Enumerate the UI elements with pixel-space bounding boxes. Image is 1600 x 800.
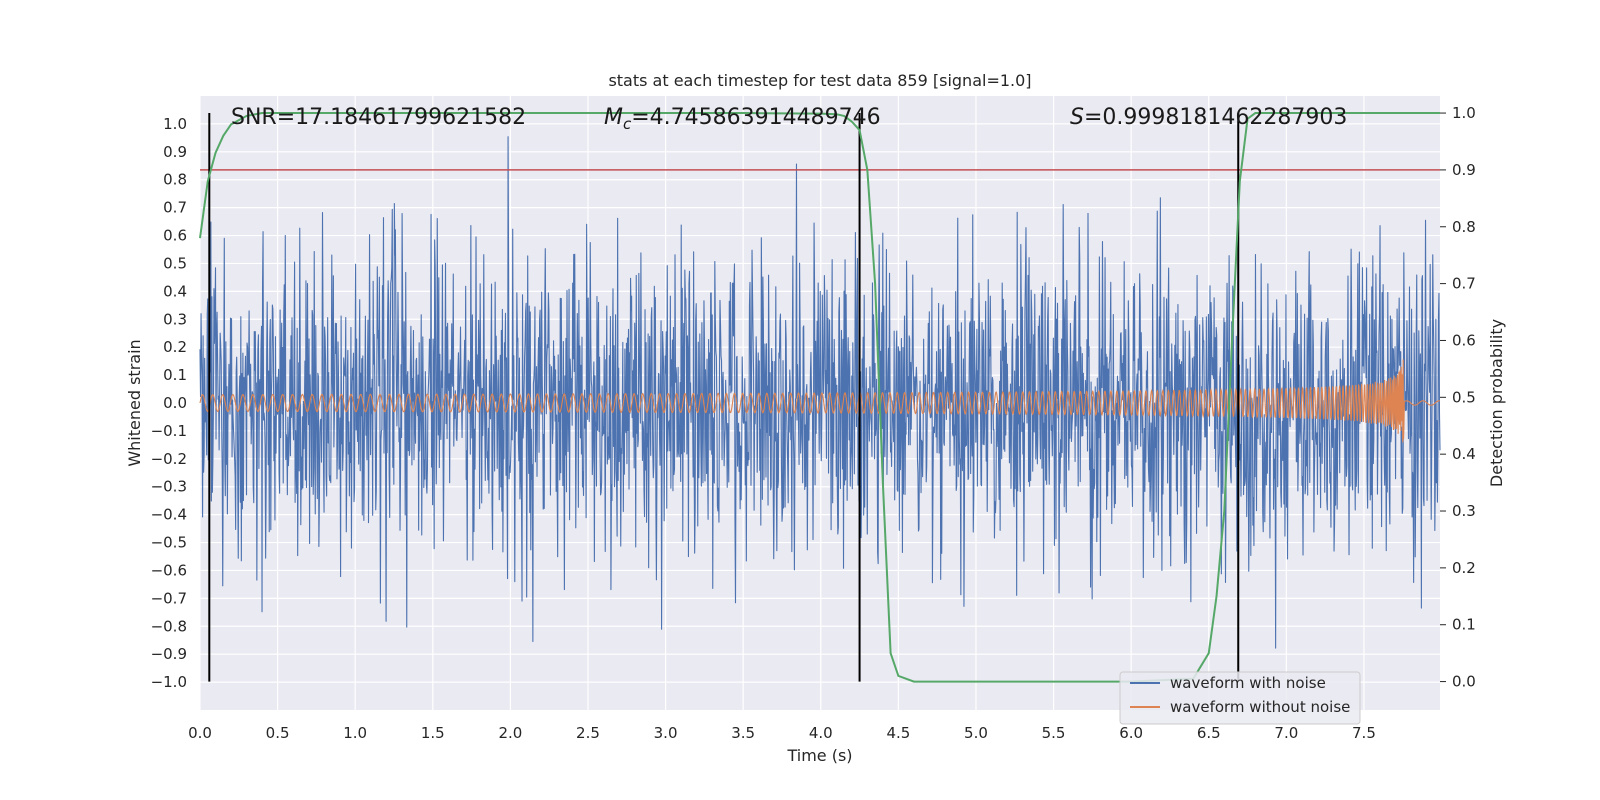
y-ticks: 1.0 0.9 0.8 0.7 0.6 0.5 0.4 0.3 0.2 0.1 0.0 −0.1 −0.…: [151, 115, 187, 691]
right-tick-label: 0.6: [1452, 331, 1476, 349]
x-tick-label: 5.5: [1042, 724, 1066, 742]
y-tick-label: 0.0: [163, 394, 187, 412]
chirp-mass-annotation: Mc=4.745863914489746: [604, 105, 881, 133]
y-tick-label: −0.4: [151, 506, 187, 524]
x-tick-label: 2.5: [576, 724, 600, 742]
score-value: =0.9998181462287903: [1084, 105, 1347, 130]
y-tick-label: −0.3: [151, 478, 187, 496]
y-tick-label: −0.7: [151, 589, 187, 607]
x-tick-label: 1.0: [343, 724, 367, 742]
overlay: [199, 112, 1440, 683]
y-tick-label: −0.6: [151, 561, 187, 579]
y-tick-label: −1.0: [151, 673, 187, 691]
x-axis-label: Time (s): [786, 746, 852, 765]
legend-box: [1119, 671, 1361, 725]
y-tick-label: −0.2: [151, 450, 187, 468]
snr-annotation: SNR=17.18461799621582: [231, 105, 526, 130]
y-tick-label: 1.0: [163, 115, 187, 133]
y-tick-label: 0.5: [163, 254, 187, 272]
clean-waveform-line: [199, 359, 1441, 443]
chirp-mass-symbol: M: [604, 105, 623, 130]
y-tick-label: 0.1: [163, 366, 187, 384]
right-tick-label: 0.3: [1452, 502, 1476, 520]
legend-label-noise: waveform with noise: [1170, 674, 1326, 692]
y-tick-label: 0.9: [163, 143, 187, 161]
chirp-mass-value: =4.745863914489746: [631, 105, 880, 130]
detection-probability-line: [199, 112, 1440, 683]
right-tick-label: 0.9: [1452, 161, 1476, 179]
y-tick-label: 0.3: [163, 310, 187, 328]
right-tick-label: 0.7: [1452, 275, 1476, 293]
x-ticks: 0.0 0.5 1.0 1.5 2.0 2.5 3.0 3.5 4.0 4.5 5.0 5.5 6.0 6…: [188, 724, 1376, 742]
x-tick-label: 6.0: [1119, 724, 1143, 742]
x-tick-label: 0.5: [266, 724, 290, 742]
legend-label-clean: waveform without noise: [1170, 698, 1350, 716]
y-tick-label: 0.8: [163, 171, 187, 189]
x-tick-label: 1.5: [421, 724, 445, 742]
y-tick-label: 0.2: [163, 338, 187, 356]
right-tick-label: 0.0: [1452, 673, 1476, 691]
right-tick-label: 0.5: [1452, 388, 1476, 406]
x-tick-label: 0.0: [188, 724, 212, 742]
right-tick-label: 0.2: [1452, 559, 1476, 577]
right-tick-label: 0.8: [1452, 218, 1476, 236]
clean-series: [199, 359, 1441, 443]
x-tick-label: 4.0: [809, 724, 833, 742]
x-tick-label: 7.5: [1352, 724, 1376, 742]
x-tick-label: 6.5: [1197, 724, 1221, 742]
chart-title: stats at each timestep for test data 859…: [608, 71, 1031, 90]
y-tick-label: −0.8: [151, 617, 187, 635]
y-tick-label: 0.7: [163, 199, 187, 217]
y-axis-label: Whitened strain: [125, 339, 144, 466]
y-tick-label: 0.6: [163, 227, 187, 245]
x-tick-label: 2.0: [498, 724, 522, 742]
legend: waveform with noise waveform without noi…: [1119, 671, 1361, 725]
right-y-ticks: 1.0 0.9 0.8 0.7 0.6 0.5 0.4 0.3 0.2 0.1 0.0: [1440, 104, 1476, 691]
y-tick-label: −0.9: [151, 645, 187, 663]
x-tick-label: 5.0: [964, 724, 988, 742]
y-tick-label: −0.5: [151, 534, 187, 552]
right-tick-label: 0.1: [1452, 616, 1476, 634]
score-annotation: S=0.9998181462287903: [1070, 105, 1347, 130]
x-tick-label: 3.5: [731, 724, 755, 742]
score-symbol: S: [1070, 105, 1084, 130]
right-tick-label: 0.4: [1452, 445, 1476, 463]
x-tick-label: 7.0: [1274, 724, 1298, 742]
y-tick-label: −0.1: [151, 422, 187, 440]
right-tick-label: 1.0: [1452, 104, 1476, 122]
x-tick-label: 4.5: [886, 724, 910, 742]
chirp-mass-subscript: c: [623, 115, 632, 133]
y-tick-label: 0.4: [163, 282, 187, 300]
x-tick-label: 3.0: [654, 724, 678, 742]
right-y-axis-label: Detection probability: [1487, 319, 1506, 487]
